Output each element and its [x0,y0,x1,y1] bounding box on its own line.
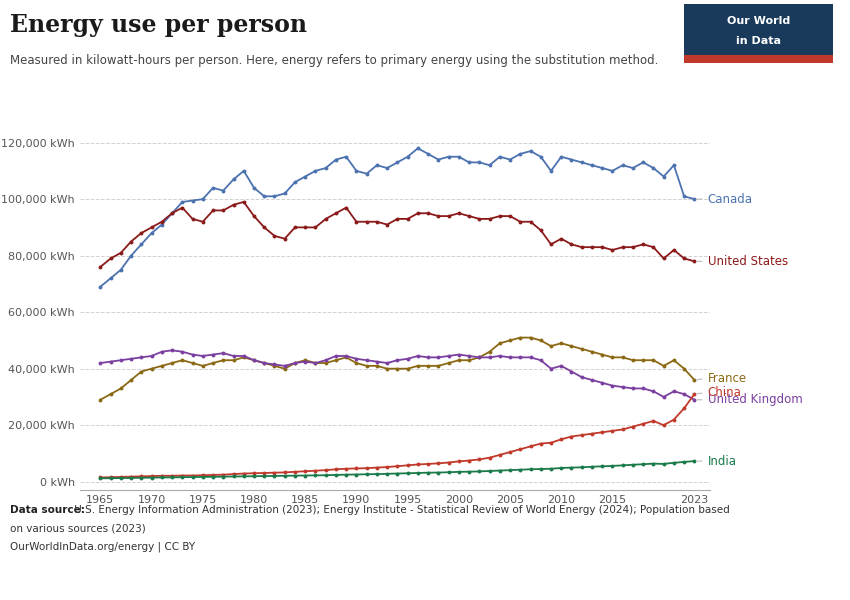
Text: United Kingdom: United Kingdom [708,393,802,406]
Text: China: China [708,386,741,399]
Text: Measured in kilowatt-hours per person. Here, energy refers to primary energy usi: Measured in kilowatt-hours per person. H… [10,54,659,67]
Text: OurWorldInData.org/energy | CC BY: OurWorldInData.org/energy | CC BY [10,541,196,552]
Text: Canada: Canada [708,193,753,206]
Text: on various sources (2023): on various sources (2023) [10,523,146,533]
Text: U.S. Energy Information Administration (2023); Energy Institute - Statistical Re: U.S. Energy Information Administration (… [71,505,730,515]
Text: Energy use per person: Energy use per person [10,13,307,37]
Text: France: France [708,372,747,385]
Text: in Data: in Data [736,35,781,46]
Text: United States: United States [708,255,788,268]
Text: India: India [708,455,737,467]
Text: Our World: Our World [727,16,790,26]
Text: Data source:: Data source: [10,505,85,515]
